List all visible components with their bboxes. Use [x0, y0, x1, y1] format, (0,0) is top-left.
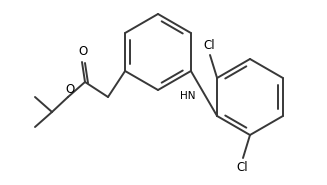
Text: O: O — [78, 45, 88, 58]
Text: Cl: Cl — [236, 161, 248, 174]
Text: O: O — [65, 83, 75, 96]
Text: Cl: Cl — [203, 39, 215, 52]
Text: HN: HN — [181, 90, 196, 100]
